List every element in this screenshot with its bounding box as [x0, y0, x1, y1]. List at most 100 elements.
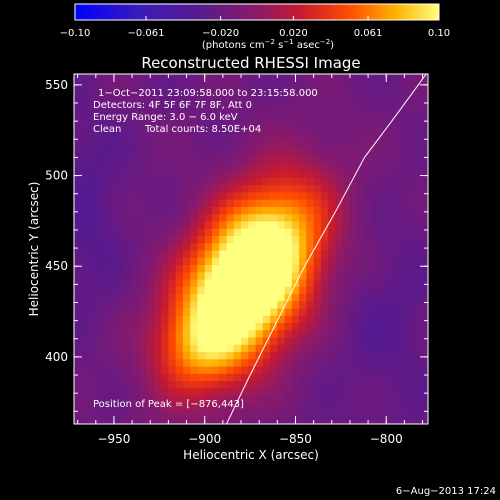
- heatmap-cell: [393, 213, 402, 222]
- heatmap-cell: [328, 380, 337, 389]
- heatmap-cell: [349, 90, 358, 99]
- heatmap-cell: [139, 133, 148, 142]
- heatmap-cell: [378, 315, 387, 324]
- heatmap-cell: [371, 264, 380, 273]
- heatmap-cell: [81, 75, 90, 84]
- heatmap-cell: [117, 409, 126, 418]
- heatmap-cell: [378, 235, 387, 244]
- heatmap-cell: [146, 126, 155, 135]
- heatmap-cell: [153, 162, 162, 171]
- heatmap-cell: [110, 148, 119, 157]
- heatmap-cell: [124, 387, 133, 396]
- heatmap-cell: [241, 329, 249, 338]
- heatmap-cell: [320, 213, 329, 222]
- heatmap-cell: [190, 271, 199, 280]
- heatmap-cell: [241, 336, 249, 345]
- heatmap-cell: [284, 373, 293, 382]
- heatmap-cell: [277, 351, 286, 360]
- heatmap-cell: [248, 220, 257, 229]
- heatmap-cell: [378, 242, 387, 251]
- heatmap-cell: [161, 329, 169, 338]
- heatmap-cell: [277, 278, 286, 287]
- heatmap-cell: [393, 409, 402, 418]
- heatmap-cell: [88, 278, 97, 287]
- heatmap-cell: [175, 409, 184, 418]
- heatmap-cell: [139, 235, 148, 244]
- heatmap-cell: [211, 336, 220, 345]
- heatmap-cell: [284, 119, 293, 128]
- heatmap-cell: [103, 74, 111, 77]
- heatmap-cell: [175, 97, 184, 106]
- heatmap-cell: [306, 228, 315, 236]
- heatmap-cell: [161, 416, 169, 424]
- heatmap-cell: [74, 235, 82, 244]
- heatmap-cell: [408, 191, 416, 200]
- heatmap-cell: [270, 264, 278, 273]
- heatmap-cell: [117, 133, 126, 142]
- heatmap-cell: [153, 336, 162, 345]
- heatmap-cell: [219, 126, 228, 135]
- heatmap-cell: [357, 235, 366, 244]
- heatmap-cell: [168, 416, 177, 424]
- heatmap-cell: [320, 112, 329, 120]
- heatmap-cell: [291, 97, 300, 106]
- heatmap-cell: [197, 126, 206, 135]
- heatmap-cell: [262, 97, 271, 106]
- heatmap-cell: [284, 402, 293, 411]
- heatmap-cell: [117, 191, 126, 200]
- heatmap-cell: [74, 257, 82, 266]
- heatmap-cell: [182, 300, 191, 309]
- heatmap-cell: [422, 416, 428, 424]
- heatmap-cell: [342, 206, 351, 215]
- heatmap-cell: [335, 394, 344, 403]
- heatmap-cell: [103, 133, 111, 142]
- heatmap-cell: [328, 329, 337, 338]
- heatmap-cell: [204, 170, 213, 178]
- heatmap-cell: [378, 336, 387, 345]
- heatmap-cell: [88, 409, 97, 418]
- heatmap-cell: [262, 126, 271, 135]
- heatmap-cell: [255, 112, 264, 120]
- heatmap-cell: [132, 271, 140, 280]
- heatmap-cell: [226, 344, 235, 353]
- heatmap-cell: [313, 402, 322, 411]
- heatmap-cell: [233, 199, 242, 207]
- heatmap-cell: [320, 90, 329, 99]
- heatmap-cell: [313, 278, 322, 287]
- heatmap-cell: [211, 133, 220, 142]
- heatmap-cell: [291, 358, 300, 367]
- heatmap-cell: [277, 177, 286, 186]
- heatmap-cell: [357, 416, 366, 424]
- heatmap-cell: [146, 177, 155, 186]
- heatmap-cell: [291, 286, 300, 295]
- heatmap-cell: [393, 351, 402, 360]
- heatmap-cell: [88, 90, 97, 99]
- heatmap-cell: [241, 402, 249, 411]
- heatmap-cell: [364, 329, 373, 338]
- heatmap-cell: [357, 90, 366, 99]
- heatmap-cell: [168, 206, 177, 215]
- heatmap-cell: [378, 402, 387, 411]
- heatmap-cell: [175, 177, 184, 186]
- heatmap-cell: [117, 235, 126, 244]
- heatmap-cell: [132, 206, 140, 215]
- heatmap-cell: [81, 155, 90, 164]
- heatmap-cell: [88, 264, 97, 273]
- heatmap-cell: [161, 402, 169, 411]
- info-time: 1−Oct−2011 23:09:58.000 to 23:15:58.000: [98, 88, 318, 99]
- heatmap-cell: [81, 358, 90, 367]
- heatmap-cell: [161, 184, 169, 193]
- heatmap-cell: [204, 162, 213, 171]
- heatmap-cell: [175, 191, 184, 200]
- heatmap-cell: [400, 402, 409, 411]
- heatmap-cell: [204, 206, 213, 215]
- heatmap-cell: [320, 141, 329, 149]
- heatmap-cell: [378, 75, 387, 84]
- heatmap-cell: [153, 126, 162, 135]
- heatmap-cell: [349, 148, 358, 157]
- heatmap-cell: [182, 402, 191, 411]
- heatmap-cell: [161, 293, 169, 302]
- heatmap-cell: [291, 322, 300, 331]
- heatmap-cell: [168, 75, 177, 84]
- heatmap-cell: [306, 365, 315, 374]
